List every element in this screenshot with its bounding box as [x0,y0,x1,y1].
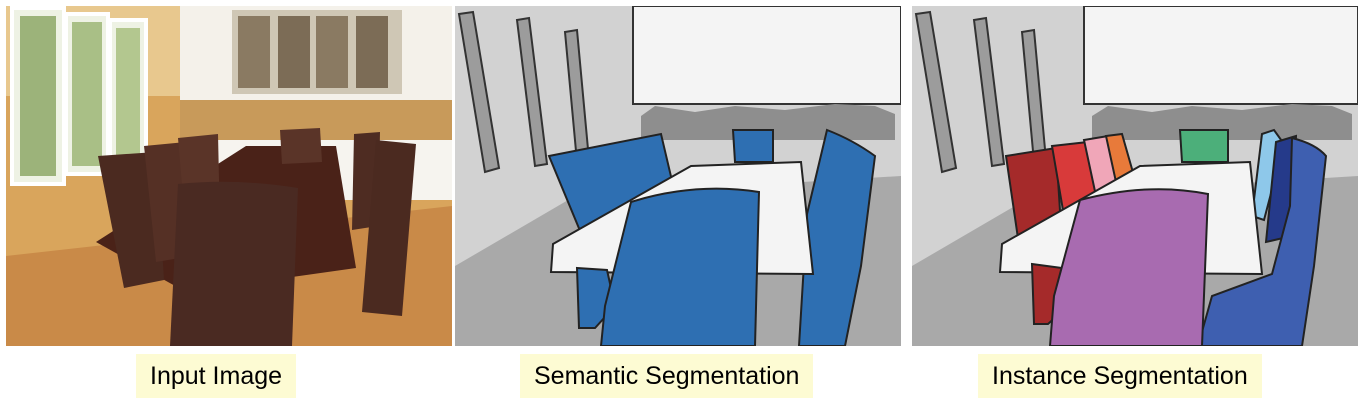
semantic-segmentation-map [455,6,901,346]
instance-segmentation-map [912,6,1358,346]
input-image-panel [6,6,452,346]
instance-segmentation-caption: Instance Segmentation [978,354,1262,398]
input-image [6,6,452,346]
semantic-segmentation-panel [455,6,901,346]
input-image-caption: Input Image [136,354,297,398]
semantic-segmentation-caption: Semantic Segmentation [520,354,814,398]
instance-segmentation-panel [912,6,1358,346]
